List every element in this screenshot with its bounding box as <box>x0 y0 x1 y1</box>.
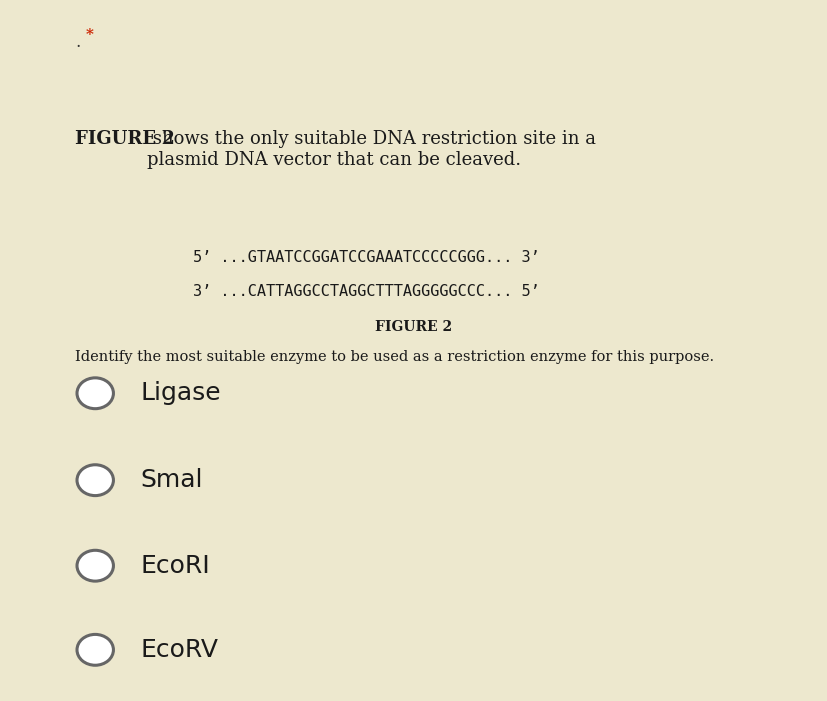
Text: 3’ ...CATTAGGCCTAGGCTTTAGGGGGCCC... 5’: 3’ ...CATTAGGCCTAGGCTTTAGGGGGCCC... 5’ <box>193 284 539 299</box>
Text: Smal: Smal <box>141 468 203 492</box>
Text: EcoRV: EcoRV <box>141 638 218 662</box>
Text: EcoRI: EcoRI <box>141 554 210 578</box>
Text: shows the only suitable DNA restriction site in a
plasmid DNA vector that can be: shows the only suitable DNA restriction … <box>147 130 595 169</box>
Text: *: * <box>85 28 93 42</box>
Text: Ligase: Ligase <box>141 381 221 405</box>
Text: 5’ ...GTAATCCGGATCCGAAATCCCCCGGG... 3’: 5’ ...GTAATCCGGATCCGAAATCCCCCGGG... 3’ <box>193 250 539 266</box>
Text: .: . <box>75 34 80 50</box>
Text: FIGURE 2: FIGURE 2 <box>375 320 452 334</box>
Text: Identify the most suitable enzyme to be used as a restriction enzyme for this pu: Identify the most suitable enzyme to be … <box>75 350 714 365</box>
Text: FIGURE 2: FIGURE 2 <box>75 130 174 149</box>
